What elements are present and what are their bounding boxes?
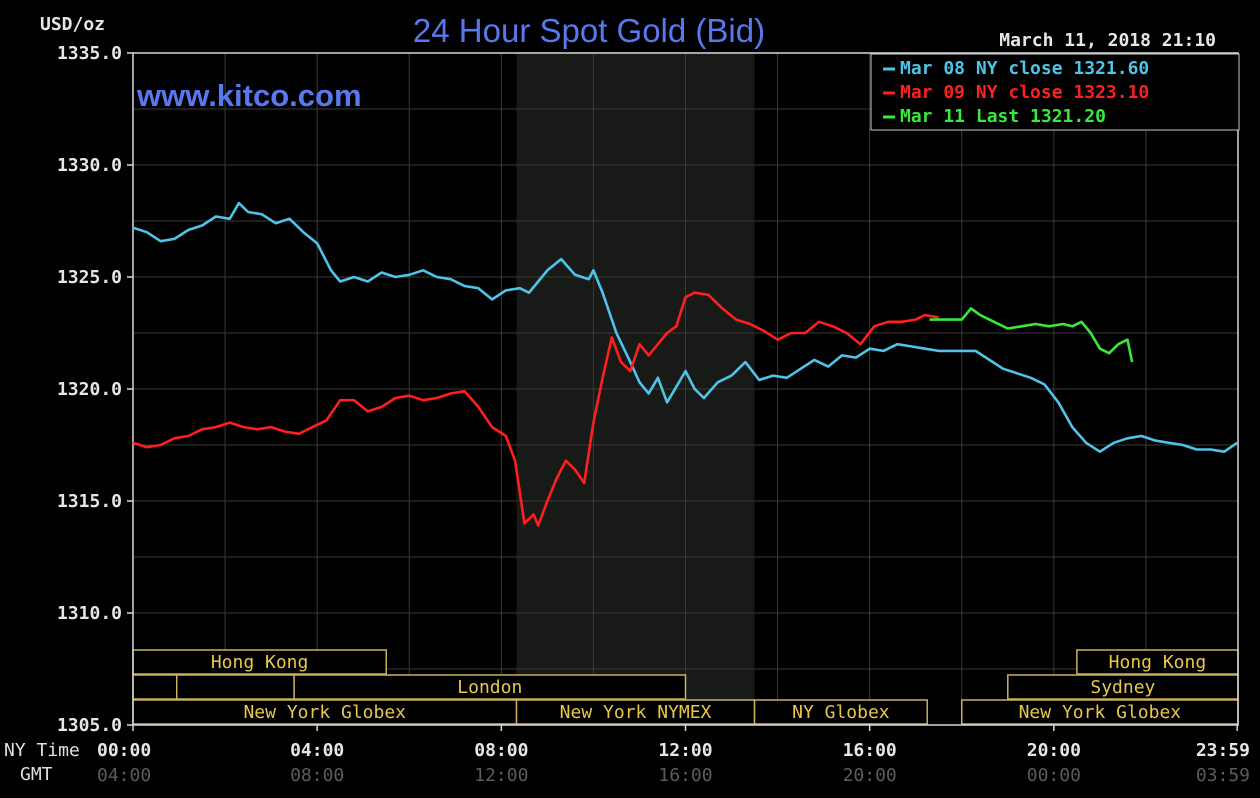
series-line bbox=[132, 291, 939, 527]
gmt-tick-label: 16:00 bbox=[658, 765, 712, 786]
gmt-tick-label: 03:59 bbox=[1196, 765, 1250, 786]
trading-sessions: Hong Kong London New York Globex New York N… bbox=[132, 649, 1239, 725]
gmt-label: GMT bbox=[20, 764, 53, 785]
session-box bbox=[132, 649, 387, 675]
session-box bbox=[132, 674, 178, 700]
y-tick-label: 1335.0 bbox=[57, 43, 122, 64]
y-tick-label: 1330.0 bbox=[57, 155, 122, 176]
y-tick-label: 1310.0 bbox=[57, 603, 122, 624]
legend-entry: Mar 08 NY close 1321.60 bbox=[900, 58, 1149, 79]
y-axis-ticks: 1335.0 1330.0 1325.0 1320.0 1315.0 1310.0 1305… bbox=[57, 43, 133, 736]
legend-entry: Mar 09 NY close 1323.10 bbox=[900, 82, 1149, 103]
watermark: www.kitco.com bbox=[136, 78, 362, 113]
session-label: London bbox=[457, 677, 522, 698]
session-label: Hong Kong bbox=[1109, 652, 1207, 673]
session-box bbox=[175, 674, 295, 700]
session-label: Hong Kong bbox=[211, 652, 309, 673]
y-tick-label: 1315.0 bbox=[57, 491, 122, 512]
ny-time-tick-label: 04:00 bbox=[290, 740, 344, 761]
session-label: New York Globex bbox=[243, 702, 406, 723]
grid-lines bbox=[133, 53, 1238, 725]
session-box bbox=[753, 699, 928, 725]
x-axis-ticks: 00:00 04:00 04:00 08:00 08:00 12:00 12:00 16:00… bbox=[97, 725, 1250, 786]
gmt-tick-label: 04:00 bbox=[97, 765, 151, 786]
session-label: New York NYMEX bbox=[560, 702, 712, 723]
session-label: Sydney bbox=[1090, 677, 1155, 698]
gmt-tick-label: 12:00 bbox=[474, 765, 528, 786]
y-axis-label: USD/oz bbox=[40, 14, 105, 35]
session-box bbox=[1007, 674, 1239, 700]
y-tick-label: 1305.0 bbox=[57, 715, 122, 736]
y-tick-label: 1325.0 bbox=[57, 267, 122, 288]
legend-box bbox=[870, 53, 1240, 131]
chart-timestamp: March 11, 2018 21:10 bbox=[999, 30, 1216, 51]
ny-time-tick-label: 20:00 bbox=[1027, 740, 1081, 761]
session-box bbox=[961, 699, 1239, 725]
y-tick-label: 1320.0 bbox=[57, 379, 122, 400]
gmt-tick-label: 08:00 bbox=[290, 765, 344, 786]
session-label: NY Globex bbox=[792, 702, 890, 723]
legend: Mar 08 NY close 1321.60 Mar 09 NY close 1… bbox=[870, 53, 1240, 131]
legend-entry: Mar 11 Last 1321.20 bbox=[900, 106, 1106, 127]
chart-title: 24 Hour Spot Gold (Bid) bbox=[413, 12, 765, 49]
gmt-tick-label: 20:00 bbox=[843, 765, 897, 786]
session-label: New York Globex bbox=[1019, 702, 1182, 723]
series-line bbox=[929, 307, 1134, 363]
price-series bbox=[132, 201, 1238, 527]
series-line bbox=[132, 201, 1238, 454]
ny-time-tick-label: 08:00 bbox=[474, 740, 528, 761]
ny-time-tick-label: 16:00 bbox=[843, 740, 897, 761]
gmt-tick-label: 00:00 bbox=[1027, 765, 1081, 786]
ny-time-tick-label: 00:00 bbox=[97, 740, 151, 761]
ny-time-label: NY Time bbox=[4, 740, 80, 761]
ny-time-tick-label: 23:59 bbox=[1196, 740, 1250, 761]
ny-time-tick-label: 12:00 bbox=[658, 740, 712, 761]
session-box bbox=[293, 674, 687, 700]
